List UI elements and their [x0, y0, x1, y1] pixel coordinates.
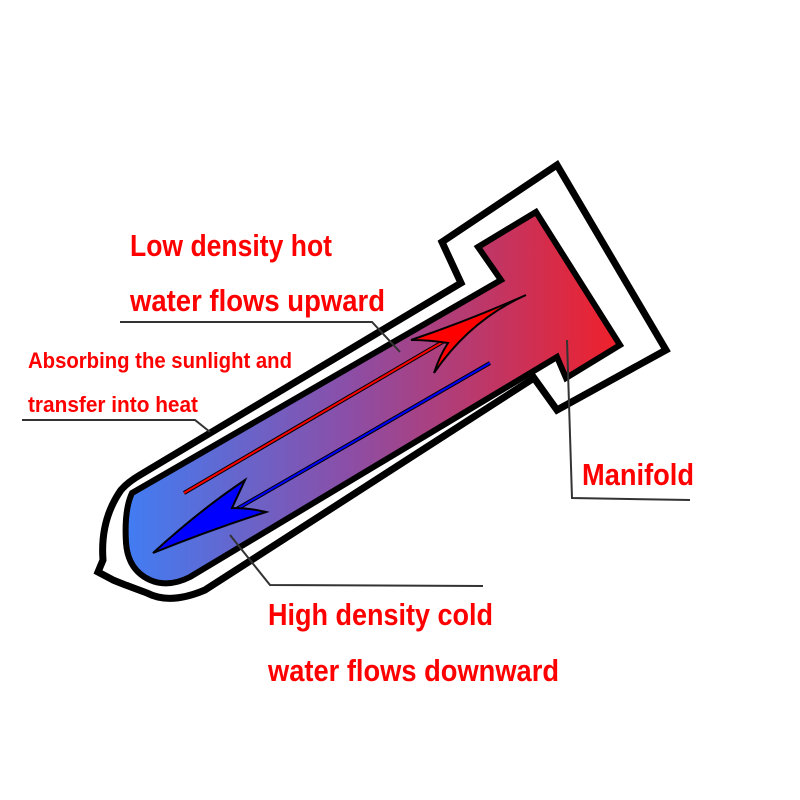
label-manifold: Manifold [582, 457, 694, 492]
hot-arrow-head-icon [410, 294, 527, 374]
label-cold-line1: High density cold [268, 597, 493, 632]
cold-arrow-head-icon [152, 477, 270, 554]
leader-line-manifold [566, 339, 691, 501]
leader-line-hot [120, 321, 401, 353]
water-gradient-body [122, 207, 625, 587]
leader-line-cold [229, 534, 484, 587]
label-absorb-line1: Absorbing the sunlight and [28, 348, 292, 373]
leader-line-absorb [22, 419, 211, 433]
label-hot-line2: water flows upward [129, 283, 385, 318]
hot-flow-line-core [183, 339, 447, 494]
label-absorb-line2: transfer into heat [28, 392, 199, 417]
cold-flow-line-core [234, 362, 491, 511]
label-cold-line2: water flows downward [267, 653, 559, 688]
label-hot-line1: Low density hot [130, 228, 332, 263]
